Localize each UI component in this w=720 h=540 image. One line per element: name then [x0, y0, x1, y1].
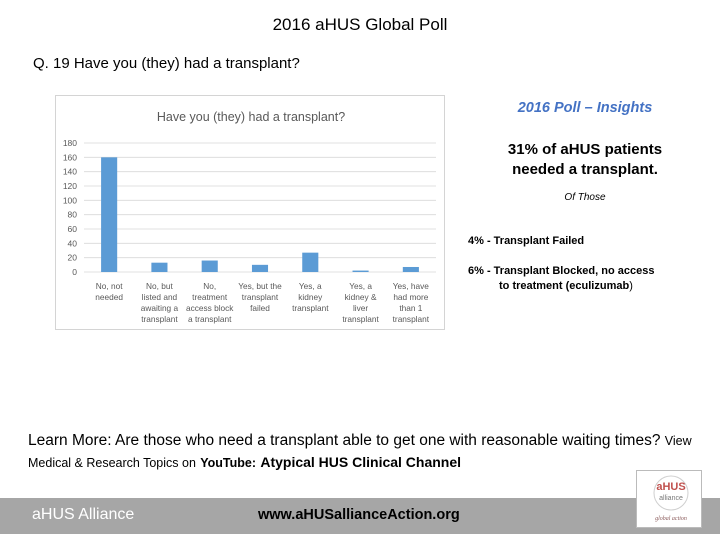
insight-blocked-line2-text: to treatment (eculizumab: [499, 280, 630, 292]
footer-url-link[interactable]: www.aHUSallianceAction.org: [258, 507, 460, 523]
ahus-alliance-logo: aHUS alliance global action: [636, 470, 702, 528]
y-tick-label: 120: [63, 181, 77, 191]
footer-org: aHUS Alliance: [32, 506, 135, 523]
insight-blocked-line2: to treatment (eculizumab): [468, 279, 708, 294]
x-category-label: No, treatment access block a transplant: [186, 281, 234, 324]
y-tick-label: 180: [63, 138, 77, 148]
youtube-label: YouTube:: [200, 456, 257, 470]
y-tick-label: 100: [63, 195, 77, 205]
chart-title: Have you (they) had a transplant?: [157, 110, 345, 124]
insights-main: 31% of aHUS patients needed a transplant…: [455, 140, 715, 180]
insights-main-line2: needed a transplant.: [512, 161, 658, 178]
logo-sub-text: alliance: [659, 495, 683, 502]
x-category-label: Yes, but the transplant failed: [238, 281, 282, 313]
insight-blocked-paren: ): [629, 280, 633, 292]
x-category-label: No, not needed: [95, 281, 123, 302]
insights-panel: 2016 Poll – Insights 31% of aHUS patient…: [455, 100, 715, 203]
insights-heading: 2016 Poll – Insights: [517, 100, 653, 116]
logo-tagline: global action: [655, 516, 687, 522]
bar: [251, 264, 269, 272]
logo-graphic: aHUS alliance global action: [653, 475, 689, 522]
insight-failed: 4% - Transplant Failed: [468, 235, 585, 247]
chart-svg: Have you (they) had a transplant? 0 20 40 6…: [63, 110, 436, 324]
bar: [151, 262, 168, 272]
learn-more: Learn More: Are those who need a transpl…: [28, 430, 698, 474]
bar: [101, 157, 118, 272]
learn-more-text: Learn More: Are those who need a transpl…: [28, 432, 661, 449]
bar: [302, 252, 319, 272]
bar-chart: Have you (they) had a transplant? 0 20 40 6…: [55, 95, 445, 330]
insights-sub: Of Those: [564, 192, 606, 203]
x-category-label: Yes, a kidney transplant: [292, 281, 329, 313]
insights-main-line1: 31% of aHUS patients: [507, 141, 663, 158]
question-text: Q. 19 Have you (they) had a transplant?: [33, 55, 300, 72]
y-tick-label: 40: [68, 238, 78, 248]
insight-blocked-line1: 6% - Transplant Blocked, no access: [468, 265, 655, 277]
y-tick-label: 140: [63, 167, 77, 177]
youtube-channel-link[interactable]: Atypical HUS Clinical Channel: [260, 454, 462, 470]
y-tick-label: 0: [72, 267, 77, 277]
bar: [352, 270, 369, 272]
bar: [402, 266, 419, 272]
y-tick-label: 20: [68, 253, 78, 263]
logo-main-text: aHUS: [656, 481, 685, 493]
x-category-label: Yes, a kidney & liver transplant: [342, 281, 379, 324]
bar: [201, 260, 218, 272]
y-tick-label: 160: [63, 152, 77, 162]
insight-blocked: 6% - Transplant Blocked, no access to tr…: [468, 264, 708, 294]
learn-more-view: View Medical & Research Topics on: [28, 434, 692, 470]
footer-bar: aHUS Alliance www.aHUSallianceAction.org: [0, 498, 720, 534]
x-category-label: Yes, have had more than 1 transplant: [393, 281, 430, 324]
slide-title: 2016 aHUS Global Poll: [272, 15, 448, 34]
y-tick-label: 80: [68, 210, 78, 220]
x-category-label: No, but listed and awaiting a transplant: [141, 281, 179, 324]
y-tick-label: 60: [68, 224, 78, 234]
